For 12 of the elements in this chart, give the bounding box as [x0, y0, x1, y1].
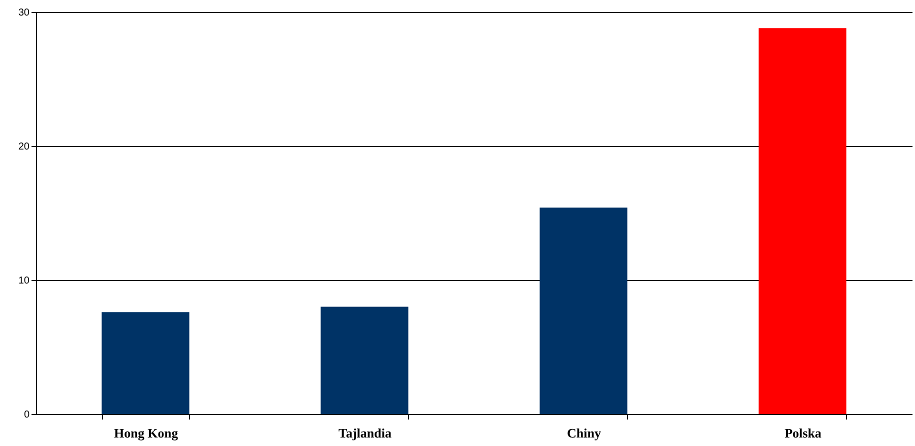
y-tick-label: 10 [18, 276, 30, 286]
bar [758, 28, 846, 414]
bar [540, 208, 628, 414]
x-tick-label: Polska [784, 426, 822, 440]
y-tick-label: 0 [24, 410, 30, 420]
y-tick-label: 30 [18, 8, 30, 18]
x-tick-label: Hong Kong [114, 426, 178, 440]
y-tick-label: 20 [18, 142, 30, 152]
bar [320, 306, 408, 414]
x-tick-label: Chiny [567, 426, 602, 440]
x-tick-label: Tajlandia [338, 426, 392, 440]
bar [102, 312, 190, 414]
